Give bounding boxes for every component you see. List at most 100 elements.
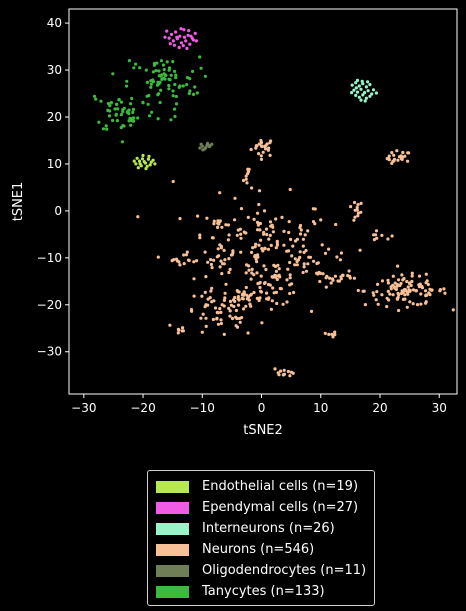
data-point — [404, 288, 408, 292]
data-point — [334, 222, 338, 227]
data-point — [274, 217, 278, 221]
data-point — [275, 243, 279, 247]
data-point — [260, 247, 264, 251]
data-point — [235, 316, 239, 321]
data-point — [173, 114, 177, 119]
data-point — [350, 91, 354, 95]
data-point — [354, 86, 358, 90]
data-point — [146, 157, 150, 161]
y-tick-label: 0 — [54, 204, 62, 218]
data-point — [153, 162, 157, 166]
data-point — [209, 258, 213, 262]
plot-frame — [68, 8, 458, 395]
data-point — [111, 118, 115, 123]
data-point — [169, 118, 173, 122]
data-point — [233, 295, 237, 300]
data-point — [385, 305, 389, 309]
data-point — [187, 29, 191, 33]
data-point — [282, 243, 286, 247]
data-point — [323, 251, 328, 255]
data-point — [374, 91, 378, 95]
data-point — [403, 293, 407, 297]
data-point — [425, 293, 429, 297]
y-tick-label: 30 — [47, 63, 62, 77]
data-point — [228, 309, 232, 313]
data-point — [257, 142, 261, 146]
data-point — [357, 95, 361, 99]
data-point — [175, 259, 179, 263]
data-point — [111, 72, 115, 76]
data-point — [188, 89, 192, 93]
data-point — [136, 215, 140, 219]
data-point — [255, 271, 259, 275]
data-point — [356, 214, 360, 218]
data-point — [182, 28, 186, 32]
data-point — [175, 35, 179, 39]
data-point — [130, 118, 134, 123]
data-point — [363, 91, 367, 95]
data-point — [148, 163, 152, 167]
legend-label: Interneurons (n=26) — [202, 521, 335, 536]
x-tick-label: −30 — [71, 401, 96, 415]
data-point — [298, 250, 302, 254]
data-point — [236, 295, 240, 299]
data-point — [361, 93, 365, 97]
data-point — [178, 34, 182, 38]
data-point — [151, 80, 155, 84]
data-point — [269, 243, 273, 247]
data-point — [275, 239, 279, 243]
data-point — [237, 298, 241, 302]
data-point — [226, 223, 230, 227]
data-point — [195, 259, 199, 263]
data-point — [168, 42, 172, 46]
data-point — [288, 276, 292, 280]
data-point — [216, 219, 220, 223]
data-point — [259, 238, 263, 242]
data-point — [191, 38, 195, 42]
data-point — [406, 159, 410, 163]
data-point — [256, 255, 260, 259]
data-point — [302, 262, 306, 266]
data-point — [188, 77, 192, 81]
data-point — [247, 268, 251, 272]
data-point — [154, 69, 158, 73]
data-point — [259, 274, 263, 278]
data-point — [442, 287, 446, 291]
data-point — [223, 296, 227, 300]
data-point — [107, 114, 112, 118]
data-point — [309, 309, 314, 313]
data-point — [240, 293, 244, 297]
data-point — [184, 253, 188, 257]
data-point — [341, 273, 345, 277]
data-point — [257, 298, 261, 303]
data-point — [204, 303, 208, 307]
data-point — [135, 156, 139, 160]
data-point — [157, 69, 161, 73]
data-point — [274, 269, 278, 273]
data-point — [266, 148, 270, 152]
data-point — [191, 69, 195, 73]
data-point — [288, 374, 292, 378]
data-point — [246, 215, 250, 219]
data-point — [203, 250, 207, 254]
data-point — [235, 233, 239, 237]
data-point — [233, 218, 237, 222]
data-point — [390, 234, 394, 238]
data-point — [211, 236, 215, 240]
data-point — [282, 229, 286, 233]
data-point — [360, 79, 364, 83]
data-point — [208, 144, 212, 148]
data-point — [275, 301, 279, 306]
data-point — [253, 254, 257, 258]
data-point — [127, 119, 131, 123]
data-point — [149, 79, 153, 83]
data-point — [370, 92, 374, 96]
data-point — [178, 263, 182, 267]
data-point — [156, 255, 160, 259]
data-point — [287, 220, 291, 224]
data-point — [156, 117, 160, 121]
data-point — [235, 325, 240, 329]
data-point — [215, 255, 219, 259]
data-point — [279, 369, 283, 373]
data-point — [171, 179, 175, 184]
